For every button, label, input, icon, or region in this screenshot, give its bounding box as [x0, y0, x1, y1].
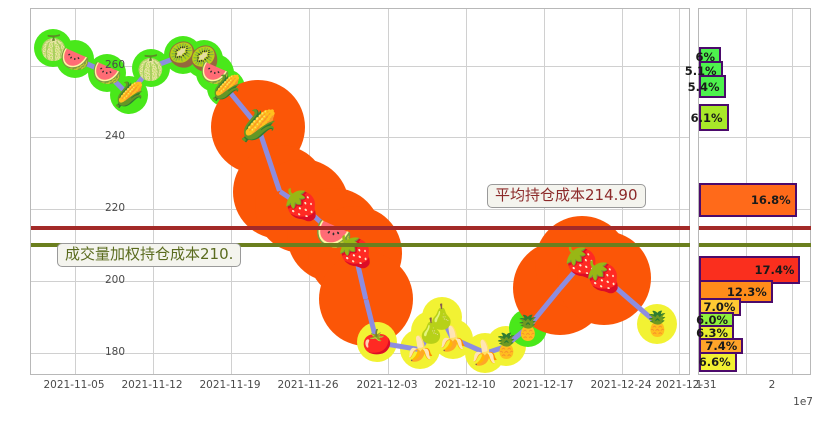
xtick-2021-11-19: 2021-11-19 [199, 379, 261, 391]
volume-bar-label: 7.0% [703, 300, 736, 314]
vol-gridline-5 [699, 353, 810, 354]
volume-bar-label: 6.1% [690, 110, 723, 125]
volume-bar-label: 12.3% [726, 284, 767, 299]
avg-cost-line-right [699, 225, 811, 230]
xtick-2021-12-31: 2021-12-31 [655, 379, 717, 391]
vw-cost-line [31, 243, 690, 248]
volume-bar-label: 6.3% [696, 325, 729, 340]
xtick-2021-12-03: 2021-12-03 [356, 379, 418, 391]
volume-bar-label: 6.6% [698, 355, 731, 369]
avg-cost-line [31, 225, 690, 230]
vw-cost-annotation: 成交量加权持仓成本210. [57, 243, 242, 268]
gridline-x-2021-11-12 [153, 9, 154, 374]
volume-bar: 16.8% [699, 183, 797, 217]
gridline-y-260 [31, 66, 689, 67]
gridline-x-2021-12-31 [679, 9, 680, 374]
vol-gridline-1 [699, 66, 810, 67]
volume-bar: 5.4% [688, 75, 726, 98]
xtick-2021-12-24: 2021-12-24 [590, 379, 652, 391]
volume-bar-label: 17.4% [754, 263, 795, 277]
volume-bar: 6.1% [691, 104, 729, 131]
xtick-2021-11-26: 2021-11-26 [277, 379, 339, 391]
volume-bar-label: 5.1% [684, 63, 717, 78]
exponent-label: 1e7 [793, 396, 813, 408]
gridline-x-2021-12-03 [388, 9, 389, 374]
vol-xtick-2: 2 [768, 379, 776, 391]
volume-bar-label: 6.0% [696, 312, 729, 327]
gridline-x-2021-11-19 [231, 9, 232, 374]
volume-bar-label: 5.4% [687, 79, 720, 94]
ytick-260: 260 [104, 59, 125, 71]
gridline-x-2021-12-10 [466, 9, 467, 374]
ytick-200: 200 [104, 274, 125, 286]
volume-bar: 17.4% [699, 256, 801, 284]
volume-bar: 6.6% [699, 352, 737, 372]
volume-bar-label: 6% [695, 49, 715, 64]
ytick-240: 240 [104, 130, 125, 142]
xtick-2021-12-10: 2021-12-10 [434, 379, 496, 391]
xtick-2021-11-05: 2021-11-05 [43, 379, 105, 391]
vol-gridline-2 [699, 137, 810, 138]
volume-bar: 6.0% [696, 312, 735, 327]
vw-cost-line-right [699, 243, 811, 248]
vol-xtick-1: 1 [695, 379, 703, 391]
ytick-180: 180 [104, 346, 125, 358]
volume-bar-label: 16.8% [750, 193, 791, 207]
gridline-x-2021-11-05 [75, 9, 76, 374]
gridline-y-240 [31, 137, 689, 138]
ytick-220: 220 [104, 202, 125, 214]
volume-bar-label: 7.4% [705, 339, 738, 353]
xtick-2021-12-17: 2021-12-17 [512, 379, 574, 391]
avg-cost-annotation: 平均持仓成本214.90 [487, 184, 646, 209]
xtick-2021-11-12: 2021-11-12 [121, 379, 183, 391]
